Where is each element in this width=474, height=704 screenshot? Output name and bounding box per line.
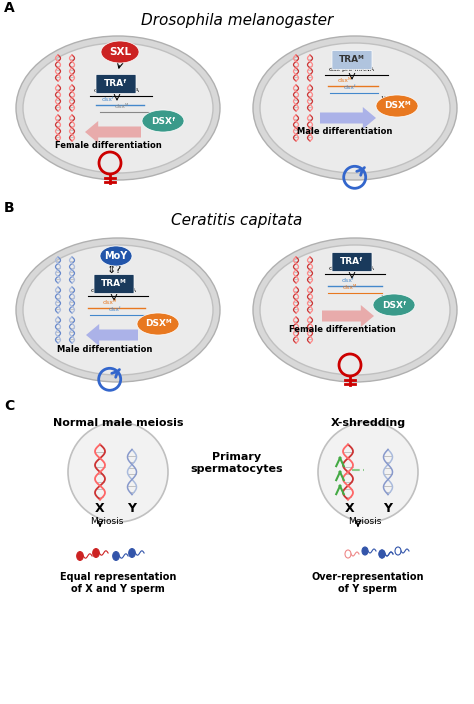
Text: dsx pre-mRNA: dsx pre-mRNA — [329, 67, 374, 72]
Polygon shape — [85, 121, 141, 143]
Ellipse shape — [260, 245, 450, 375]
Ellipse shape — [16, 238, 220, 382]
Ellipse shape — [16, 36, 220, 180]
FancyBboxPatch shape — [96, 75, 136, 94]
Text: dsxᶠ: dsxᶠ — [109, 307, 121, 312]
Ellipse shape — [129, 548, 135, 558]
Text: DSXᶠ: DSXᶠ — [151, 116, 175, 125]
Text: dsxᴹ: dsxᴹ — [103, 300, 117, 305]
Text: B: B — [4, 201, 15, 215]
Text: dsxᴹ: dsxᴹ — [115, 104, 129, 109]
Ellipse shape — [362, 547, 368, 555]
Ellipse shape — [100, 246, 132, 266]
Text: Drosophila melanogaster: Drosophila melanogaster — [141, 13, 333, 28]
Text: X: X — [345, 502, 355, 515]
Ellipse shape — [142, 110, 184, 132]
Ellipse shape — [253, 36, 457, 180]
Text: Y: Y — [383, 502, 392, 515]
Text: DSXᶠ: DSXᶠ — [382, 301, 406, 310]
Text: Equal representation
of X and Y sperm: Equal representation of X and Y sperm — [60, 572, 176, 593]
Text: MoY: MoY — [104, 251, 128, 261]
Text: dsx pre-mRNA: dsx pre-mRNA — [329, 266, 374, 271]
Text: dsxᴹ: dsxᴹ — [338, 78, 352, 83]
Text: DSXᴹ: DSXᴹ — [145, 320, 171, 329]
Circle shape — [318, 422, 418, 522]
Text: dsxᶠ: dsxᶠ — [101, 97, 114, 102]
Text: Primary
spermatocytes: Primary spermatocytes — [191, 452, 283, 474]
Ellipse shape — [379, 550, 385, 558]
Ellipse shape — [23, 43, 213, 173]
Ellipse shape — [101, 41, 139, 63]
Text: TRAᶠ: TRAᶠ — [104, 80, 128, 89]
Text: Y: Y — [128, 502, 137, 515]
Ellipse shape — [23, 245, 213, 375]
Text: SXL: SXL — [109, 47, 131, 57]
Ellipse shape — [253, 238, 457, 382]
Text: Male differentiation: Male differentiation — [297, 127, 392, 137]
Text: dsx pre-mRNA: dsx pre-mRNA — [94, 88, 139, 93]
Text: Male differentiation: Male differentiation — [57, 344, 153, 353]
FancyBboxPatch shape — [332, 51, 372, 70]
Text: Normal male meiosis: Normal male meiosis — [53, 418, 183, 428]
Text: TRAᴹ: TRAᴹ — [101, 279, 127, 289]
Ellipse shape — [376, 95, 418, 117]
Ellipse shape — [77, 552, 83, 560]
Ellipse shape — [93, 548, 99, 558]
Text: ⇕?: ⇕? — [106, 265, 122, 275]
Text: dsxᴹ: dsxᴹ — [343, 285, 357, 290]
Text: Meiosis: Meiosis — [348, 517, 382, 526]
Text: X-shredding: X-shredding — [330, 418, 406, 428]
Ellipse shape — [373, 294, 415, 316]
FancyBboxPatch shape — [94, 275, 134, 294]
Circle shape — [338, 470, 341, 474]
Text: X: X — [95, 502, 105, 515]
Circle shape — [338, 456, 341, 460]
Text: Meiosis: Meiosis — [90, 517, 123, 526]
Text: TRAᶠ: TRAᶠ — [340, 258, 364, 267]
Text: dsxᶠ: dsxᶠ — [342, 278, 355, 283]
Text: C: C — [4, 399, 14, 413]
Text: dsxᶠ: dsxᶠ — [344, 85, 356, 90]
Text: DSXᴹ: DSXᴹ — [383, 101, 410, 111]
Polygon shape — [86, 324, 138, 346]
Circle shape — [338, 484, 341, 487]
Polygon shape — [320, 107, 376, 129]
Text: Female differentiation: Female differentiation — [289, 325, 395, 334]
Circle shape — [68, 422, 168, 522]
Ellipse shape — [137, 313, 179, 335]
Ellipse shape — [260, 43, 450, 173]
FancyBboxPatch shape — [332, 253, 372, 272]
Text: A: A — [4, 1, 15, 15]
Polygon shape — [322, 305, 374, 327]
Ellipse shape — [379, 550, 385, 558]
Text: Female differentiation: Female differentiation — [55, 142, 161, 151]
Text: TRAᴹ: TRAᴹ — [339, 56, 365, 65]
Ellipse shape — [113, 552, 119, 560]
Text: dsx pre-mRNA: dsx pre-mRNA — [91, 288, 137, 293]
Text: Over-representation
of Y sperm: Over-representation of Y sperm — [312, 572, 424, 593]
Text: Ceratitis capitata: Ceratitis capitata — [171, 213, 303, 228]
